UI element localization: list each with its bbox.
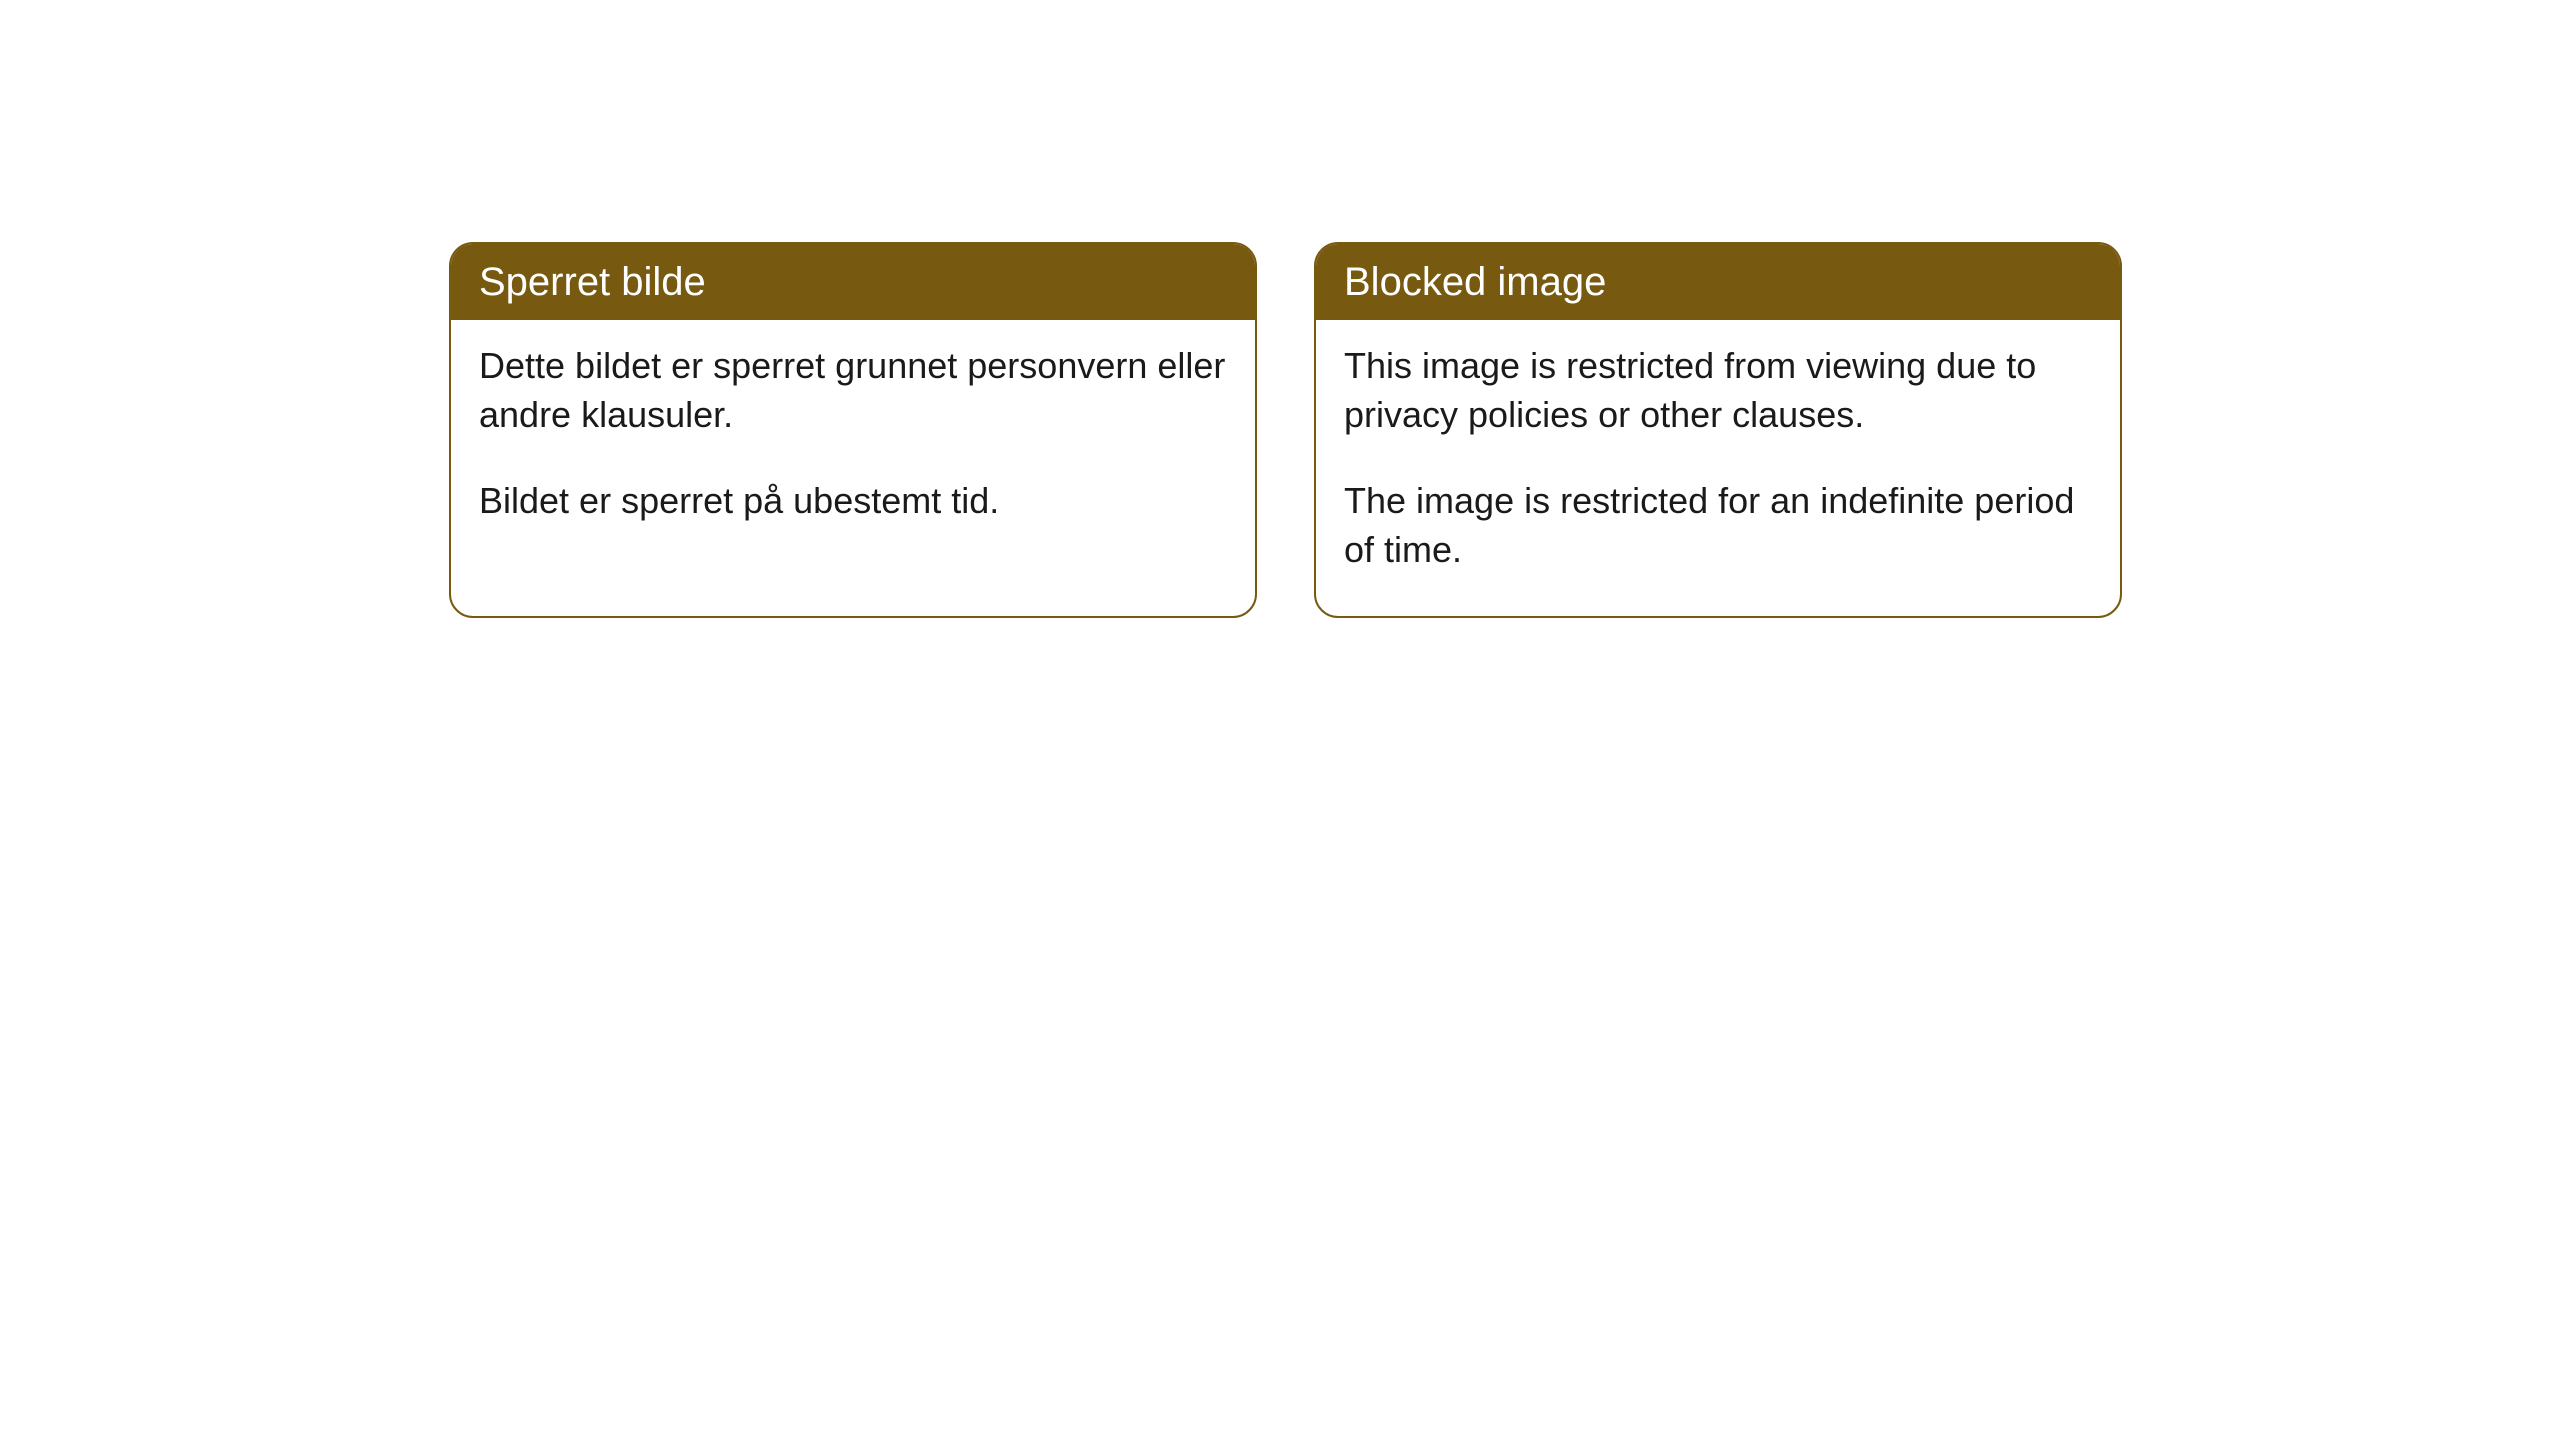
card-header-english: Blocked image	[1316, 244, 2120, 320]
card-paragraph: This image is restricted from viewing du…	[1344, 342, 2092, 439]
notice-card-norwegian: Sperret bilde Dette bildet er sperret gr…	[449, 242, 1257, 618]
card-body-norwegian: Dette bildet er sperret grunnet personve…	[451, 320, 1255, 568]
card-paragraph: The image is restricted for an indefinit…	[1344, 477, 2092, 574]
card-header-norwegian: Sperret bilde	[451, 244, 1255, 320]
card-paragraph: Bildet er sperret på ubestemt tid.	[479, 477, 1227, 526]
notice-card-english: Blocked image This image is restricted f…	[1314, 242, 2122, 618]
card-body-english: This image is restricted from viewing du…	[1316, 320, 2120, 616]
notice-cards-container: Sperret bilde Dette bildet er sperret gr…	[449, 242, 2560, 618]
card-paragraph: Dette bildet er sperret grunnet personve…	[479, 342, 1227, 439]
